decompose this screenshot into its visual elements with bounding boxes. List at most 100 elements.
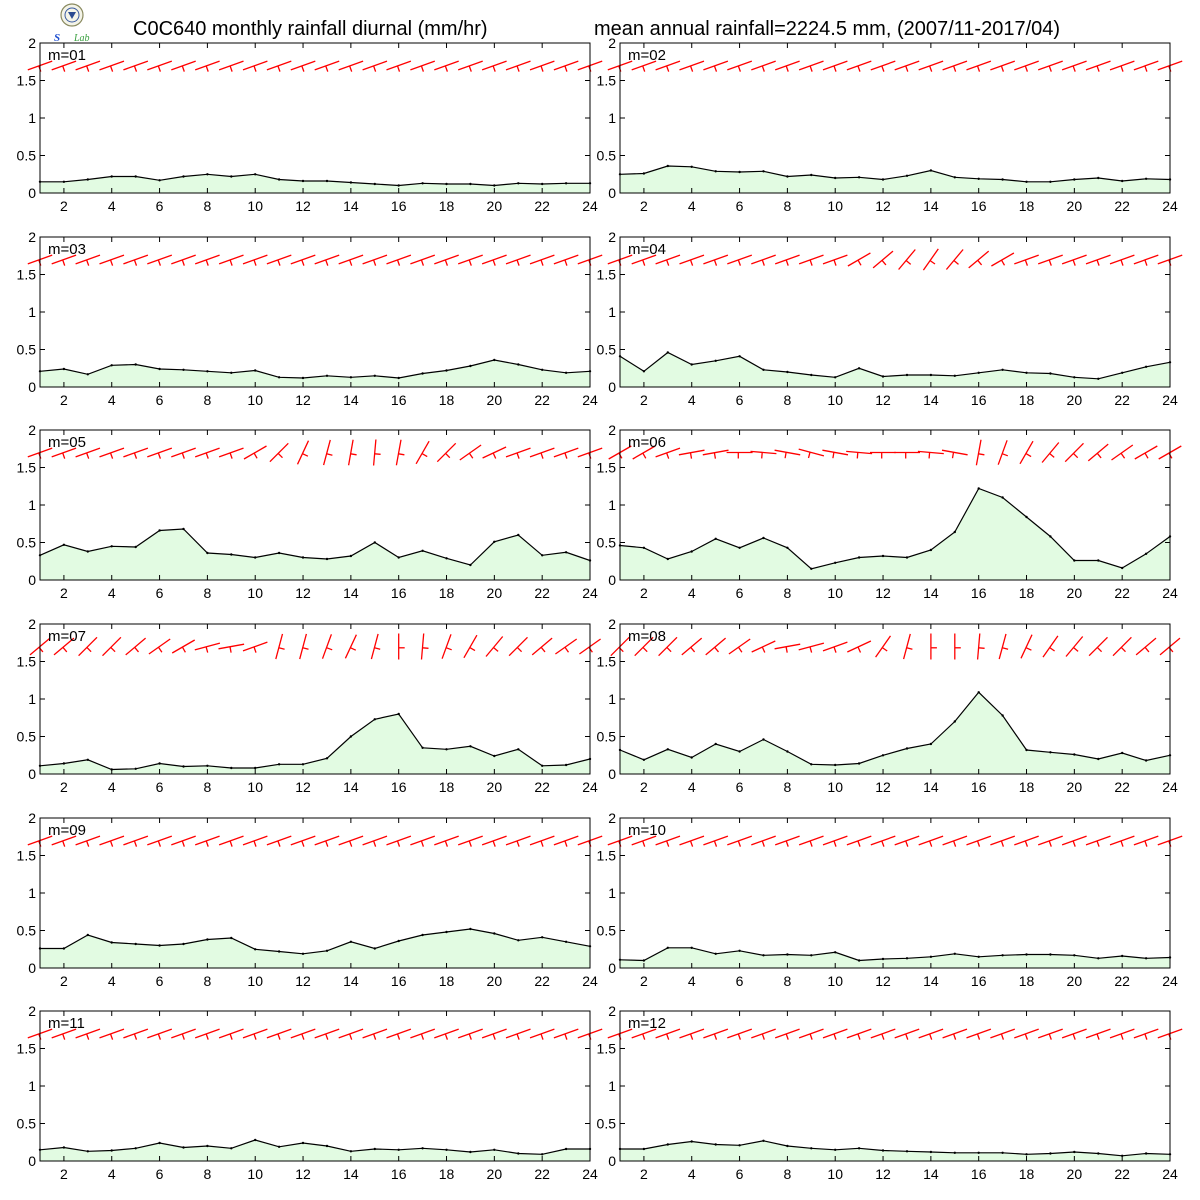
wind-barb-feather	[229, 840, 233, 847]
x-tick-label: 8	[783, 973, 791, 989]
wind-barb-shaft	[847, 640, 872, 653]
wind-barb-feather	[881, 647, 888, 652]
wind-barb-feather	[109, 65, 114, 72]
rain-point	[666, 351, 669, 354]
wind-barb	[51, 1028, 77, 1040]
wind-barb-shaft	[218, 60, 244, 71]
rain-point	[230, 371, 233, 374]
rain-point	[953, 720, 956, 723]
wind-barb	[266, 1028, 292, 1040]
x-tick-label: 12	[295, 1166, 311, 1182]
x-tick-label: 16	[971, 585, 987, 601]
rain-point	[493, 932, 496, 935]
wind-barb-shaft	[555, 638, 578, 655]
wind-barb	[441, 634, 452, 659]
wind-barb	[481, 1028, 507, 1040]
wind-barb-feather	[761, 259, 765, 266]
wind-barb-feather	[1120, 259, 1124, 266]
wind-barb-feather	[492, 840, 496, 847]
wind-barb-feather	[1120, 65, 1124, 72]
rain-point	[397, 712, 400, 716]
wind-barb-feather	[928, 840, 933, 847]
wind-barb-shaft	[481, 835, 507, 846]
wind-barb	[634, 636, 654, 657]
wind-barb-feather	[85, 452, 90, 459]
wind-barb	[218, 254, 244, 266]
rain-point	[690, 946, 693, 949]
wind-barb-feather	[809, 1033, 813, 1040]
wind-barb-shaft	[362, 835, 388, 846]
wind-barb	[631, 835, 657, 847]
rain-point	[421, 372, 424, 375]
wind-barb	[822, 60, 848, 72]
wind-barb-feather	[856, 452, 859, 459]
wind-barb-feather	[737, 259, 742, 266]
x-tick-label: 6	[736, 779, 744, 795]
x-tick-label: 16	[971, 1166, 987, 1182]
wind-barb-shaft	[505, 447, 531, 458]
y-tick-label: 0.5	[597, 342, 617, 358]
wind-barb-feather	[302, 453, 309, 457]
wind-barb	[1133, 835, 1159, 847]
y-tick-label: 1.5	[17, 1041, 37, 1057]
wind-barb-feather	[157, 840, 162, 847]
panel-m=08: 00.511.522 4 6 8 10 12 14 16 18 20 22 24m=08	[597, 616, 1181, 795]
wind-barb-shaft	[918, 60, 944, 71]
x-tick-label: 18	[1019, 973, 1035, 989]
wind-barb-feather	[444, 65, 449, 72]
wind-barb-shaft	[338, 835, 364, 846]
wind-barb-feather	[253, 840, 257, 847]
y-tick-label: 1	[608, 885, 616, 901]
x-tick-label: 18	[439, 392, 455, 408]
rain-point	[349, 735, 353, 738]
rain-point	[541, 368, 544, 371]
rain-area	[40, 360, 590, 387]
x-tick-label: 16	[971, 973, 987, 989]
wind-barb-shaft	[1085, 60, 1111, 71]
wind-barb-shaft	[942, 60, 968, 71]
rain-point	[1001, 368, 1004, 371]
x-tick-label: 2	[640, 1166, 648, 1182]
x-tick-label: 16	[391, 198, 407, 214]
rain-point	[953, 952, 956, 955]
wind-barb	[870, 1028, 896, 1040]
rain-point	[62, 367, 66, 371]
y-tick-label: 1.5	[597, 1041, 617, 1057]
wind-barb-feather	[1120, 452, 1126, 459]
wind-barb	[322, 439, 333, 466]
wind-barb-feather	[1144, 259, 1148, 266]
rain-point	[1121, 1154, 1124, 1158]
wind-barb-feather	[977, 259, 983, 266]
wind-barb-feather	[133, 65, 138, 72]
wind-barb-feather	[689, 259, 694, 266]
x-tick-label: 8	[783, 585, 791, 601]
wind-barb-shaft	[386, 1028, 412, 1039]
x-tick-label: 12	[295, 392, 311, 408]
wind-barb-shaft	[434, 254, 459, 265]
wind-barb-feather	[1024, 65, 1029, 72]
wind-barb-feather	[1072, 259, 1076, 266]
wind-barb	[147, 1028, 173, 1040]
wind-barb-feather	[492, 259, 496, 266]
wind-barb-feather	[277, 65, 281, 72]
wind-barb-shaft	[553, 1028, 579, 1039]
y-tick-label: 1	[28, 691, 36, 707]
wind-barb	[726, 451, 753, 459]
wind-barb-feather	[1096, 646, 1103, 653]
wind-barb-feather	[229, 65, 233, 72]
wind-barb-shaft	[508, 636, 528, 657]
x-tick-label: 2	[640, 585, 648, 601]
wind-barb-shaft	[410, 1028, 436, 1039]
wind-barb-feather	[1144, 65, 1148, 72]
rain-point	[564, 182, 568, 185]
wind-barb-feather	[229, 259, 233, 266]
wind-barb-shaft	[362, 254, 388, 265]
rain-point	[397, 376, 400, 380]
rain-point	[134, 767, 137, 770]
rain-point	[254, 173, 257, 176]
rain-point	[421, 746, 424, 749]
wind-barb-shaft	[553, 447, 579, 458]
wind-barb-feather	[492, 1033, 496, 1040]
wind-barb-shaft	[553, 254, 579, 265]
wind-barb-shaft	[655, 254, 681, 265]
